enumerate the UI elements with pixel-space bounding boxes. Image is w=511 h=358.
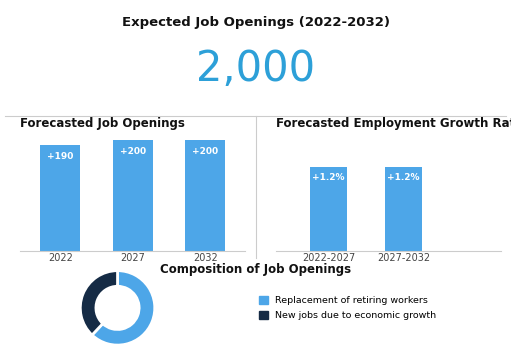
Bar: [113, 140, 153, 251]
Bar: [40, 145, 80, 251]
Text: +190: +190: [47, 152, 74, 161]
Text: +200: +200: [192, 146, 218, 156]
Legend: Replacement of retiring workers, New jobs due to economic growth: Replacement of retiring workers, New job…: [257, 294, 438, 322]
Bar: [310, 167, 347, 251]
Text: Composition of Job Openings: Composition of Job Openings: [160, 263, 351, 276]
Text: +200: +200: [120, 146, 146, 156]
Text: 2,000: 2,000: [196, 48, 315, 90]
Wedge shape: [80, 271, 118, 335]
Bar: [185, 140, 225, 251]
Text: Expected Job Openings (2022-2032): Expected Job Openings (2022-2032): [122, 16, 389, 29]
Text: Forecasted Employment Growth Rate: Forecasted Employment Growth Rate: [276, 117, 511, 130]
Wedge shape: [92, 271, 155, 345]
Bar: [385, 167, 422, 251]
Text: +1.2%: +1.2%: [387, 173, 420, 182]
Text: +1.2%: +1.2%: [312, 173, 344, 182]
Text: Forecasted Job Openings: Forecasted Job Openings: [20, 117, 185, 130]
